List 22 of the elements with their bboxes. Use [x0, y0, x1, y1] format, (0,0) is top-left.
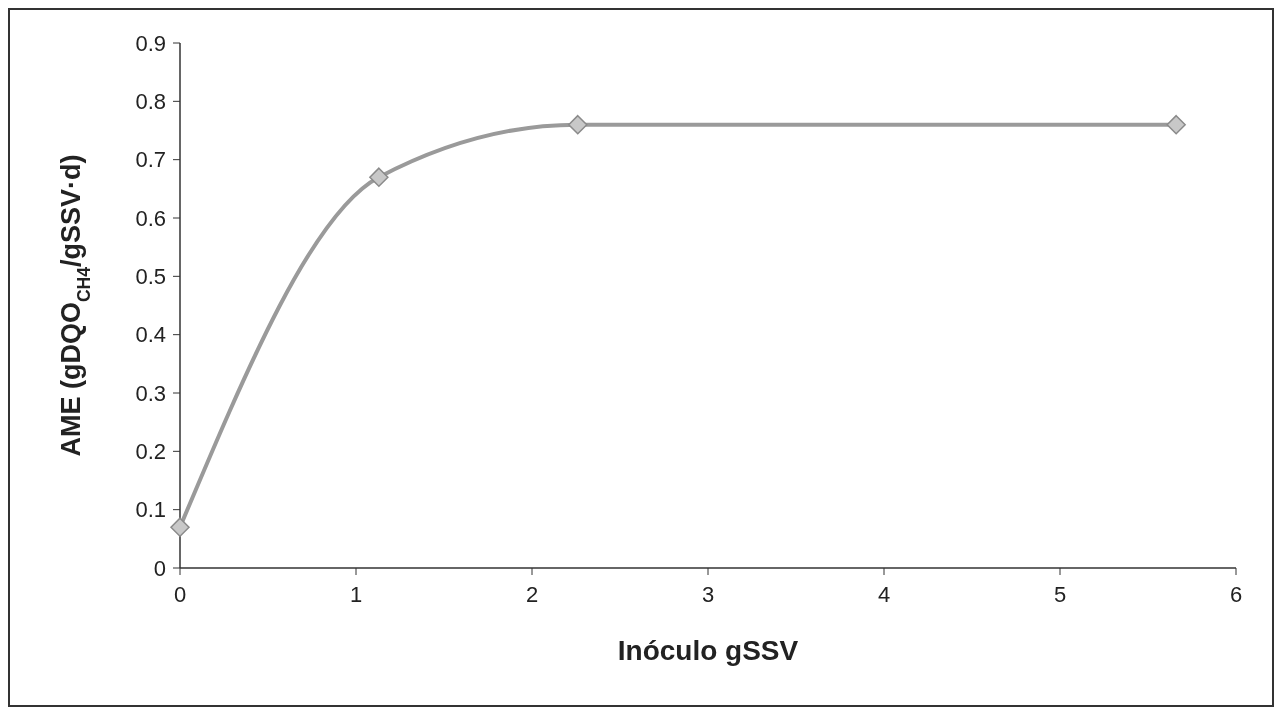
x-tick-label: 1 [349, 582, 363, 607]
point [568, 114, 588, 135]
y-tick-label: 0.7 [135, 147, 166, 173]
point [170, 517, 190, 537]
point [369, 167, 389, 187]
y-tick-label: 0 [153, 555, 166, 581]
x-tick-label: 4 [877, 582, 891, 607]
y-tick-label: 0.9 [135, 30, 166, 56]
y-tick-label: 0.4 [135, 322, 166, 348]
y-tick-label: 0.2 [135, 439, 166, 465]
x-axis-title: Inóculo gSSV [617, 635, 799, 666]
point [1166, 114, 1186, 135]
y-tick-label: 0.5 [135, 264, 166, 290]
y-tick-label: 0.3 [135, 380, 166, 406]
y-tick-label: 0.1 [135, 497, 166, 523]
x-tick-label: 2 [525, 582, 539, 607]
x-tick-label: 0 [173, 582, 187, 607]
y-tick-label: 0.8 [135, 89, 166, 115]
x-tick-label: 6 [1229, 582, 1243, 607]
y-tick-label: 0.6 [135, 205, 166, 231]
x-tick-label: 5 [1053, 582, 1067, 607]
x-tick-label: 3 [701, 582, 715, 607]
